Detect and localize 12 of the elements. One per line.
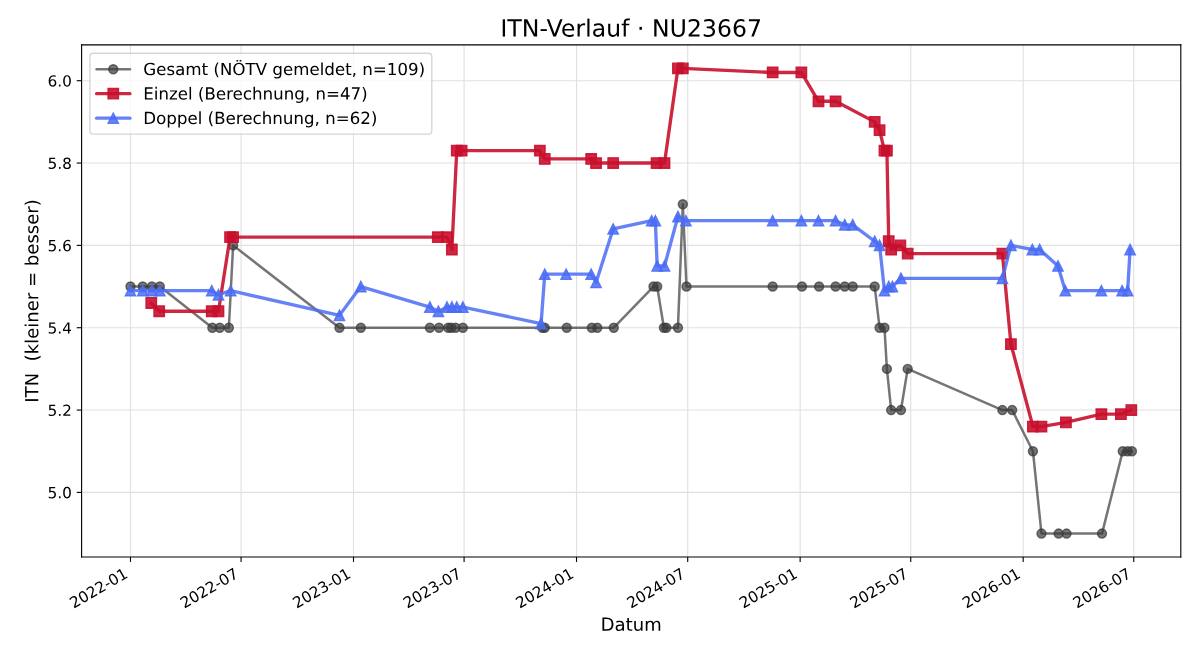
y-tick-label: 5.8 <box>48 157 71 170</box>
y-tick-label: 5.6 <box>48 239 71 252</box>
y-axis-title: ITN (kleiner = besser) <box>24 200 41 401</box>
y-tick-label: 5.2 <box>48 404 71 417</box>
legend-label: Einzel (Berechnung, n=47) <box>144 86 367 103</box>
y-tick-label: 5.4 <box>48 322 72 334</box>
chart-title: ITN-Verlauf · NU23667 <box>502 18 760 37</box>
y-tick-label: 6.0 <box>48 75 71 87</box>
legend-label: Doppel (Berechnung, n=62) <box>144 111 376 128</box>
y-tick-label: 5.0 <box>48 486 71 499</box>
legend-label: Gesamt (NÖTV gemeldet, n=109) <box>144 59 424 79</box>
x-axis-title: Datum <box>602 617 661 632</box>
